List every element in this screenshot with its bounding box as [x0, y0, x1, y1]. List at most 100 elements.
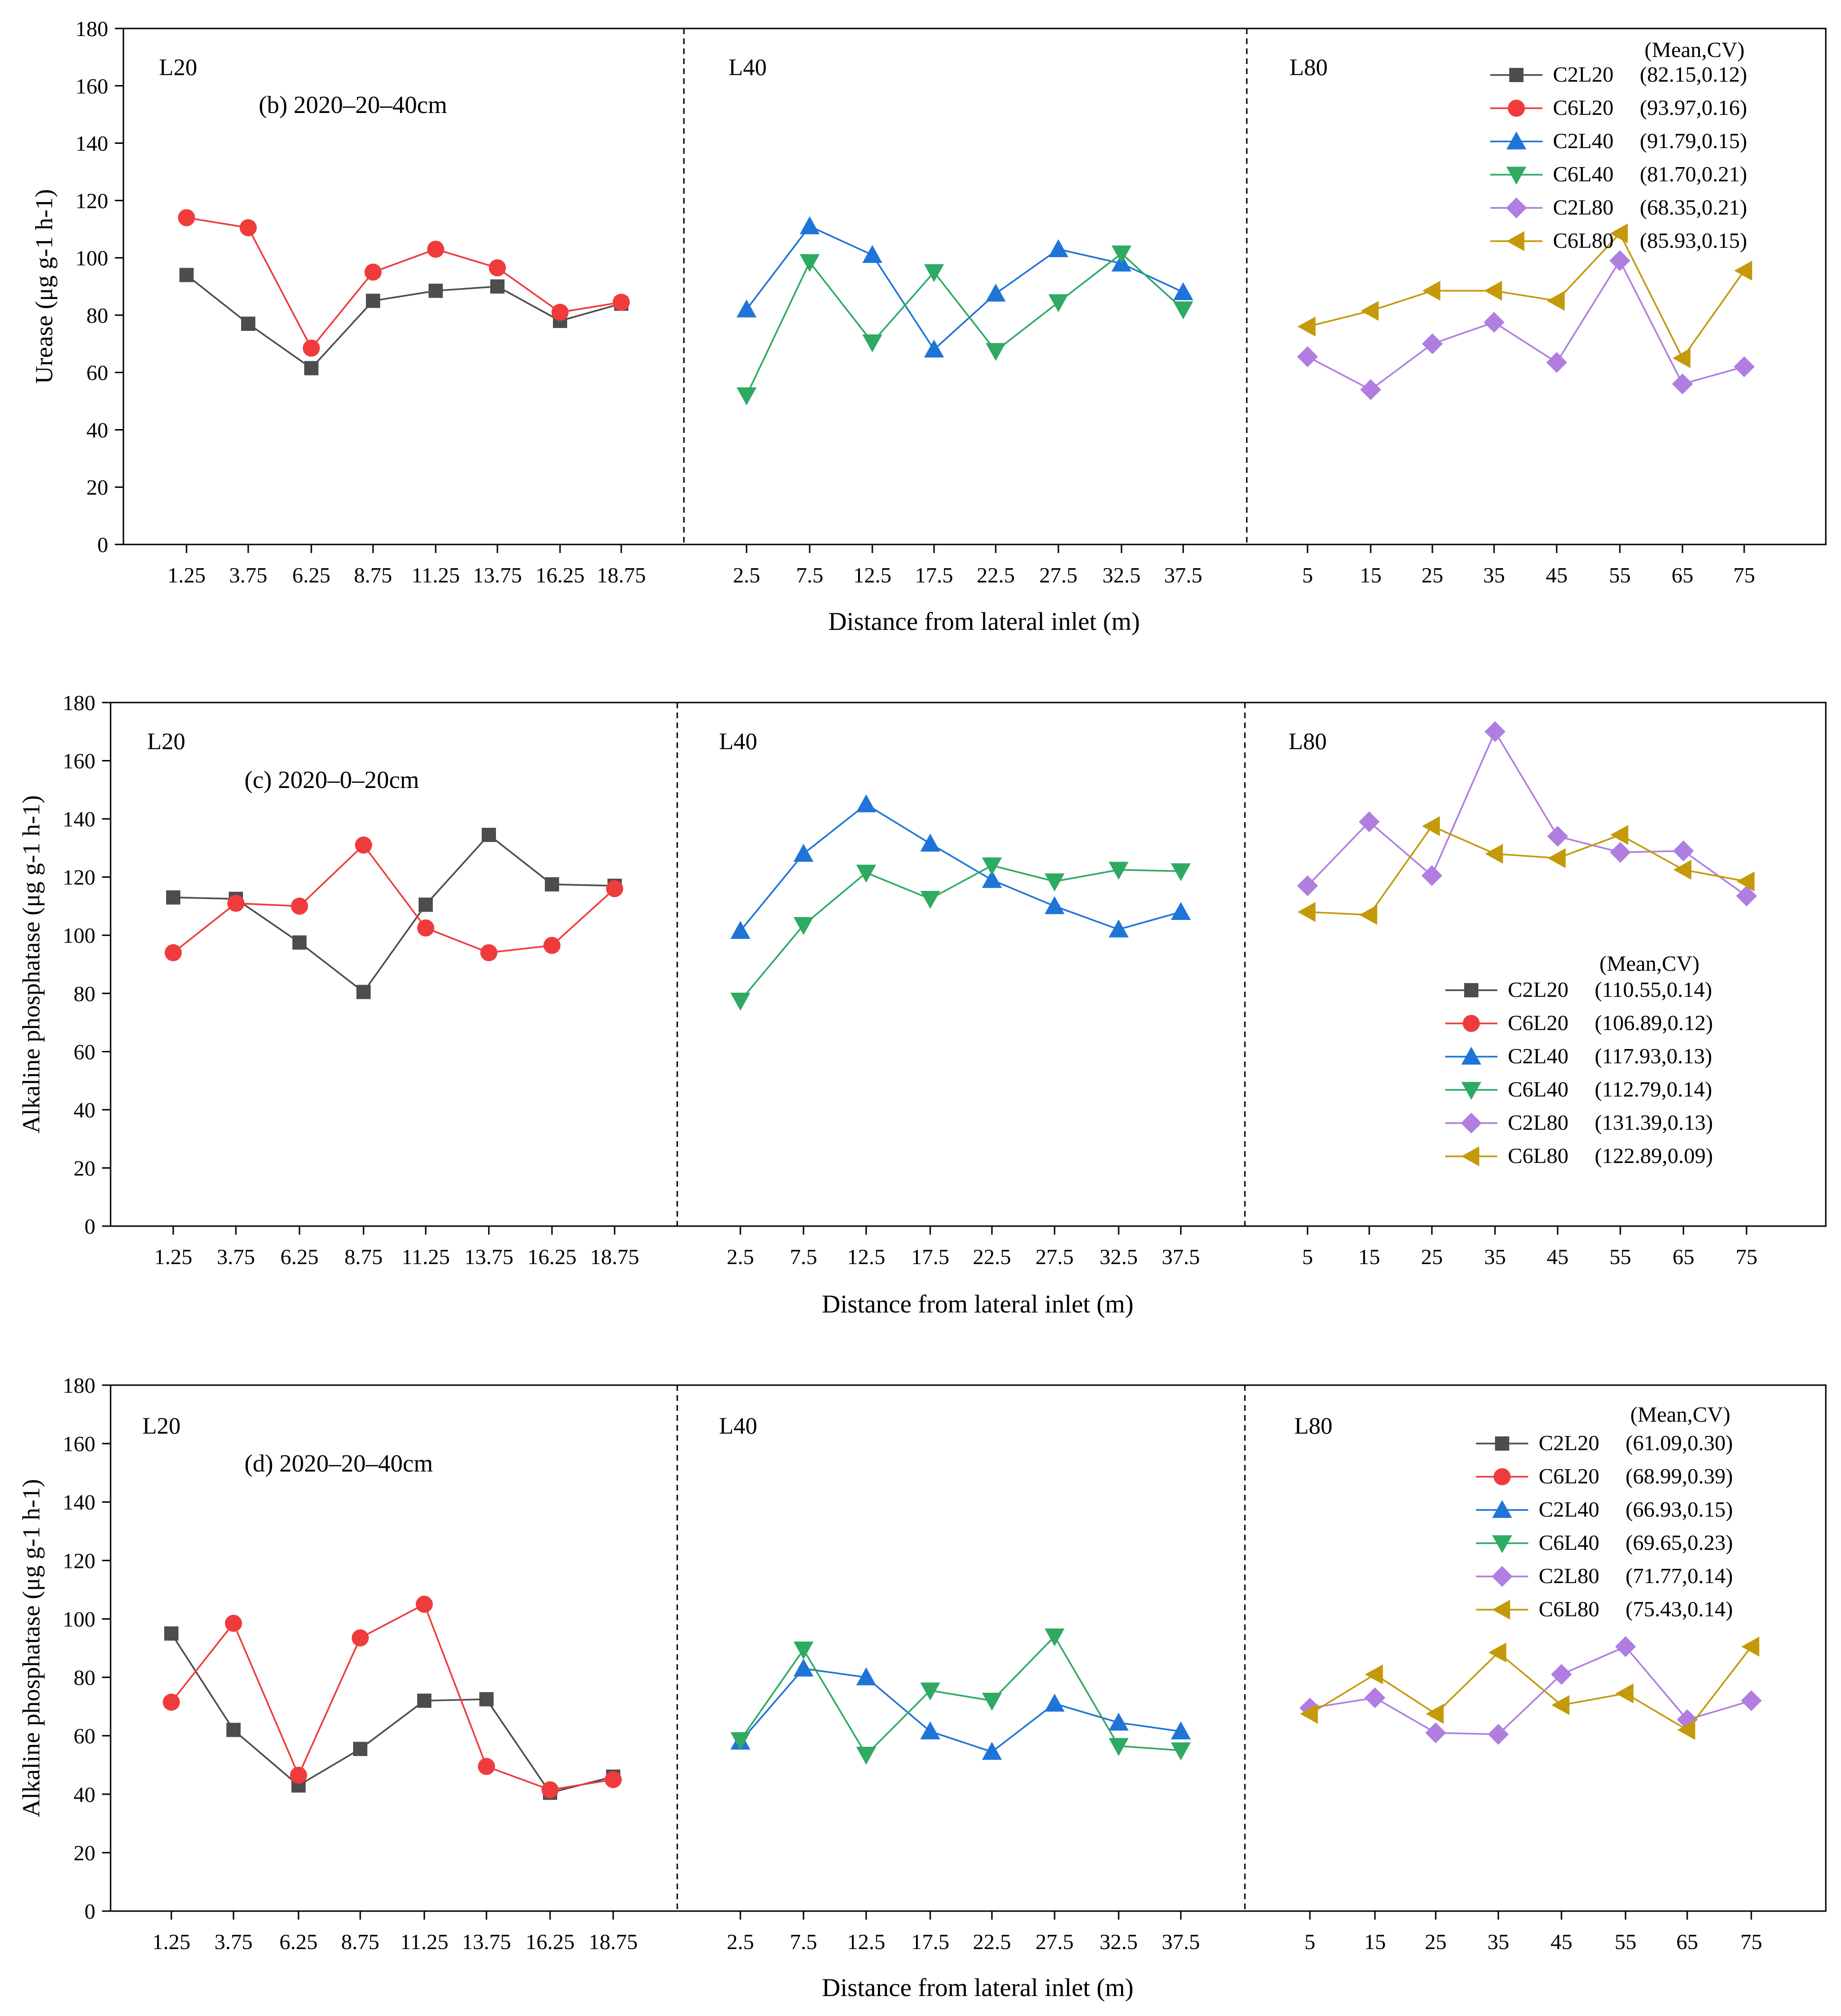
x-tick-label: 16.25: [527, 1245, 577, 1269]
legend-marker-c6l40: [1506, 167, 1526, 185]
data-point-c2l80-3: [1488, 1724, 1509, 1745]
data-point-c2l40-6: [1109, 1712, 1129, 1731]
data-point-c2l80-7: [1741, 1690, 1762, 1711]
y-tick-label: 120: [63, 865, 95, 890]
series-c6l20: [165, 836, 623, 961]
legend-stats-c6l40: (112.79,0.14): [1595, 1077, 1712, 1101]
x-tick-label: 65: [1676, 1930, 1698, 1954]
x-tick-label: 13.75: [462, 1930, 511, 1954]
series-line-c6l80: [1309, 1646, 1752, 1731]
data-point-c2l20-1: [241, 317, 255, 331]
legend-stats-c6l80: (122.89,0.09): [1595, 1144, 1713, 1168]
data-point-c6l40-4: [986, 343, 1006, 361]
x-tick-label: 32.5: [1103, 563, 1141, 587]
data-point-c6l80-2: [1422, 281, 1440, 301]
legend-marker-c2l80: [1492, 1566, 1513, 1587]
data-point-c6l80-6: [1673, 348, 1691, 368]
legend-name-c6l20: C6L20: [1539, 1464, 1599, 1488]
data-point-c2l40-5: [1045, 1693, 1065, 1712]
x-tick-label: 16.25: [535, 563, 585, 587]
series-c6l80: [1300, 1636, 1759, 1740]
x-axis-label: Distance from lateral inlet (m): [822, 1290, 1134, 1318]
series-line-c6l20: [172, 844, 616, 954]
legend-name-c2l40: C2L40: [1553, 129, 1614, 153]
data-point-c6l80-4: [1551, 1695, 1570, 1716]
data-point-c6l80-1: [1359, 905, 1377, 925]
data-point-c2l80-1: [1360, 379, 1381, 400]
series-c2l40: [730, 794, 1191, 939]
legend-name-c6l40: C6L40: [1508, 1077, 1569, 1101]
x-tick-label: 3.75: [229, 563, 268, 587]
plot-frame: [110, 1384, 1827, 1912]
x-tick-label: 7.5: [796, 563, 823, 587]
series-c2l40: [730, 1659, 1191, 1760]
data-point-c6l40-3: [924, 264, 944, 282]
legend-name-c2l40: C2L40: [1539, 1497, 1599, 1521]
legend-header: (Mean,CV): [1645, 38, 1745, 62]
x-tick-label: 27.5: [1036, 1245, 1074, 1269]
y-tick-label: 160: [75, 74, 108, 98]
data-point-c2l80-2: [1422, 333, 1443, 355]
data-point-c2l20-4: [419, 897, 433, 912]
series-c6l20: [163, 1595, 622, 1799]
series-c2l80: [1297, 721, 1757, 907]
y-tick-label: 0: [97, 533, 108, 557]
legend-stats-c6l80: (75.43,0.14): [1626, 1597, 1733, 1621]
y-axis-label: Alkaline phosphatase (μg g-1 h-1): [18, 1479, 45, 1817]
legend-name-c6l40: C6L40: [1553, 162, 1614, 186]
legend-stats-c2l80: (131.39,0.13): [1595, 1110, 1713, 1135]
series-c2l20: [179, 268, 628, 375]
x-tick-label: 8.75: [341, 1930, 380, 1954]
data-point-c2l80-0: [1297, 875, 1318, 897]
legend-name-c2l40: C2L40: [1508, 1044, 1569, 1068]
data-point-c2l20-5: [490, 279, 505, 294]
data-point-c2l20-5: [479, 1692, 494, 1707]
series-line-c2l20: [173, 834, 615, 994]
data-point-c6l80-7: [1734, 261, 1752, 281]
x-tick-label: 37.5: [1162, 1245, 1200, 1269]
legend-name-c6l20: C6L20: [1553, 95, 1614, 120]
x-tick-label: 45: [1546, 563, 1568, 587]
x-tick-label: 27.5: [1036, 1930, 1074, 1954]
series-c2l20: [164, 1626, 620, 1800]
data-point-c2l40-4: [986, 283, 1006, 302]
x-tick-label: 5: [1302, 563, 1313, 587]
data-point-c2l40-7: [1173, 282, 1193, 300]
data-point-c6l40-0: [730, 1732, 750, 1750]
x-tick-label: 35: [1484, 1245, 1506, 1269]
legend-stats-c2l80: (68.35,0.21): [1640, 195, 1747, 219]
y-tick-label: 0: [84, 1214, 95, 1238]
data-point-c6l80-7: [1741, 1636, 1759, 1657]
x-tick-label: 25: [1421, 563, 1443, 587]
legend-marker-c2l80: [1506, 197, 1527, 218]
series-line-c6l20: [186, 216, 622, 350]
data-point-c6l20-0: [163, 1693, 180, 1711]
legend-stats-c2l40: (91.79,0.15): [1640, 129, 1747, 153]
data-point-c2l20-0: [164, 1626, 178, 1641]
y-tick-label: 100: [63, 1607, 95, 1631]
x-tick-label: 37.5: [1162, 1930, 1200, 1954]
series-c2l80: [1299, 1636, 1762, 1745]
x-tick-label: 75: [1733, 563, 1755, 587]
data-point-c6l40-1: [794, 1641, 813, 1660]
legend-stats-c2l20: (82.15,0.12): [1640, 62, 1747, 86]
data-point-c6l40-5: [1045, 873, 1065, 891]
data-point-c6l40-5: [1048, 294, 1068, 312]
x-tick-label: 55: [1615, 1930, 1636, 1954]
series-line-c2l40: [739, 803, 1181, 932]
section-label-l40: L40: [719, 728, 757, 754]
series-line-c2l40: [746, 225, 1184, 351]
data-point-c2l80-7: [1734, 356, 1755, 377]
data-point-c2l20-4: [429, 283, 443, 298]
x-tick-label: 13.75: [464, 1245, 514, 1269]
x-tick-label: 3.75: [217, 1245, 255, 1269]
data-point-c2l80-3: [1484, 311, 1505, 333]
x-tick-label: 1.25: [154, 1245, 193, 1269]
data-point-c6l80-3: [1484, 281, 1502, 301]
data-point-c2l80-5: [1609, 250, 1630, 272]
legend-marker-c2l40: [1461, 1047, 1481, 1065]
data-point-c2l20-1: [226, 1723, 241, 1737]
y-tick-label: 60: [74, 1040, 95, 1064]
x-tick-label: 3.75: [215, 1930, 253, 1954]
x-tick-label: 32.5: [1100, 1930, 1138, 1954]
